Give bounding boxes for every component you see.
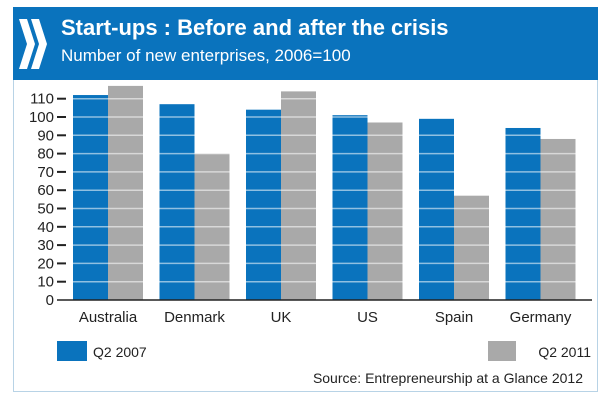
y-tick-label-10: 10 xyxy=(37,274,54,291)
gridlines-group xyxy=(71,97,592,283)
y-tick-label-90: 90 xyxy=(37,127,54,144)
y-tick-label-60: 60 xyxy=(37,182,54,199)
y-tick-label-70: 70 xyxy=(37,164,54,181)
legend-label-q2-2011: Q2 2011 xyxy=(538,344,591,360)
bar-germany-q2-2007 xyxy=(505,127,541,300)
y-tick-label-50: 50 xyxy=(37,201,54,218)
x-tick-label-spain: Spain xyxy=(435,309,473,326)
x-tick-label-australia: Australia xyxy=(79,309,138,326)
bar-spain-q2-2011 xyxy=(454,195,489,300)
x-axis: Australia Denmark UK US Spain Germany xyxy=(79,309,572,326)
legend-swatch-q2-2007 xyxy=(57,341,87,361)
bar-denmark-q2-2007 xyxy=(159,104,195,300)
chart-header: Start-ups : Before and after the crisis … xyxy=(13,7,598,80)
y-tick-label-40: 40 xyxy=(37,219,54,236)
bar-uk-q2-2007 xyxy=(246,109,281,301)
y-tick-label-100: 100 xyxy=(29,109,54,126)
oecd-chevrons-icon xyxy=(19,19,47,69)
legend-label-q2-2007: Q2 2007 xyxy=(93,344,147,360)
source-note: Source: Entrepreneurship at a Glance 201… xyxy=(313,370,583,386)
bars-group xyxy=(73,85,576,301)
chart-subtitle: Number of new enterprises, 2006=100 xyxy=(61,46,351,65)
x-tick-label-germany: Germany xyxy=(510,309,572,326)
x-tick-label-uk: UK xyxy=(271,309,292,326)
x-tick-label-us: US xyxy=(357,309,378,326)
y-tick-label-80: 80 xyxy=(37,146,54,163)
bar-us-q2-2011 xyxy=(367,122,403,301)
bar-uk-q2-2011 xyxy=(281,91,316,300)
y-tick-label-0: 0 xyxy=(46,292,54,309)
legend-swatch-q2-2011 xyxy=(488,341,516,361)
bar-australia-q2-2007 xyxy=(73,95,108,300)
bar-germany-q2-2011 xyxy=(540,138,576,300)
x-tick-label-denmark: Denmark xyxy=(164,309,225,326)
y-tick-label-110: 110 xyxy=(30,91,54,108)
bar-australia-q2-2011 xyxy=(108,85,143,300)
chart-title: Start-ups : Before and after the crisis xyxy=(61,15,449,40)
bar-spain-q2-2007 xyxy=(419,118,454,300)
y-tick-label-20: 20 xyxy=(37,255,54,272)
legend: Q2 2007 Q2 2011 xyxy=(57,341,591,361)
bar-us-q2-2007 xyxy=(332,115,368,300)
y-tick-label-30: 30 xyxy=(37,237,54,254)
